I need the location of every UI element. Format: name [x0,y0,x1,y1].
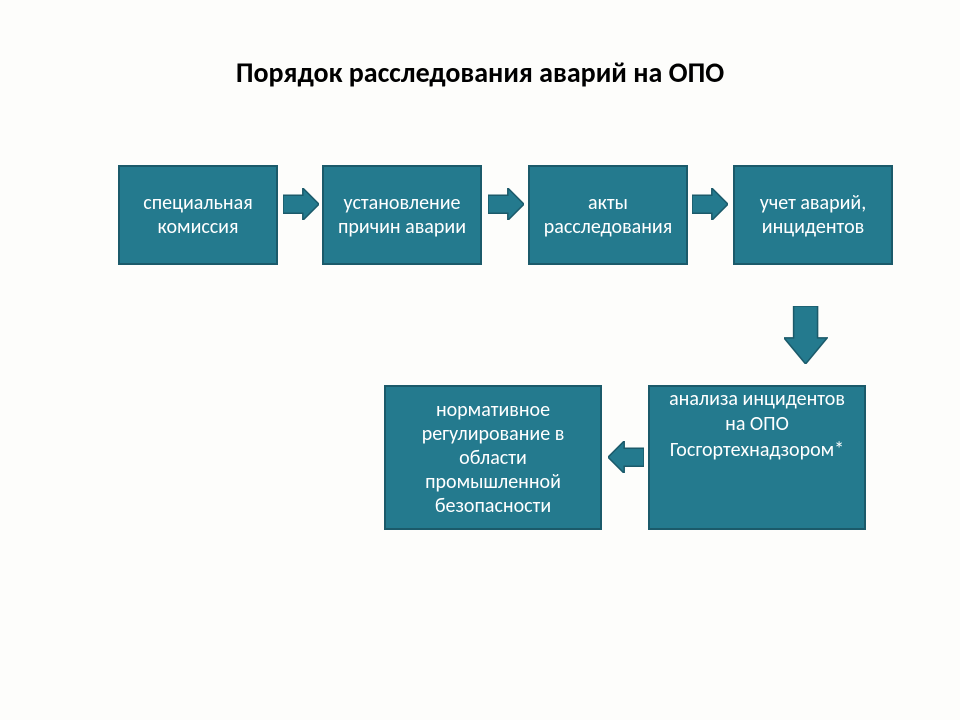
box-label: нормативное регулирование в области пром… [394,398,592,518]
box-regulation: нормативное регулирование в области пром… [384,385,602,530]
box-label: учет аварий, инцидентов [743,191,883,239]
arrow-down-icon [784,306,827,364]
box-label: установление причин аварии [332,191,472,239]
slide-canvas: Порядок расследования аварий на ОПО спец… [0,0,960,720]
box-acts: акты расследования [528,165,688,265]
box-causes: установление причин аварии [322,165,482,265]
slide-title: Порядок расследования аварий на ОПО [0,55,960,90]
arrow-right-icon [692,188,728,220]
arrow-right-icon [488,188,524,220]
box-commission: специальная комиссия [118,165,278,265]
box-label: специальная комиссия [128,191,268,239]
arrow-left-icon [608,441,644,473]
box-label: контроль учета и анализа инцидентов на О… [658,385,856,530]
box-control: контроль учета и анализа инцидентов на О… [648,385,866,530]
box-accounting: учет аварий, инцидентов [733,165,893,265]
arrow-right-icon [283,188,319,220]
box-label: акты расследования [538,191,678,239]
